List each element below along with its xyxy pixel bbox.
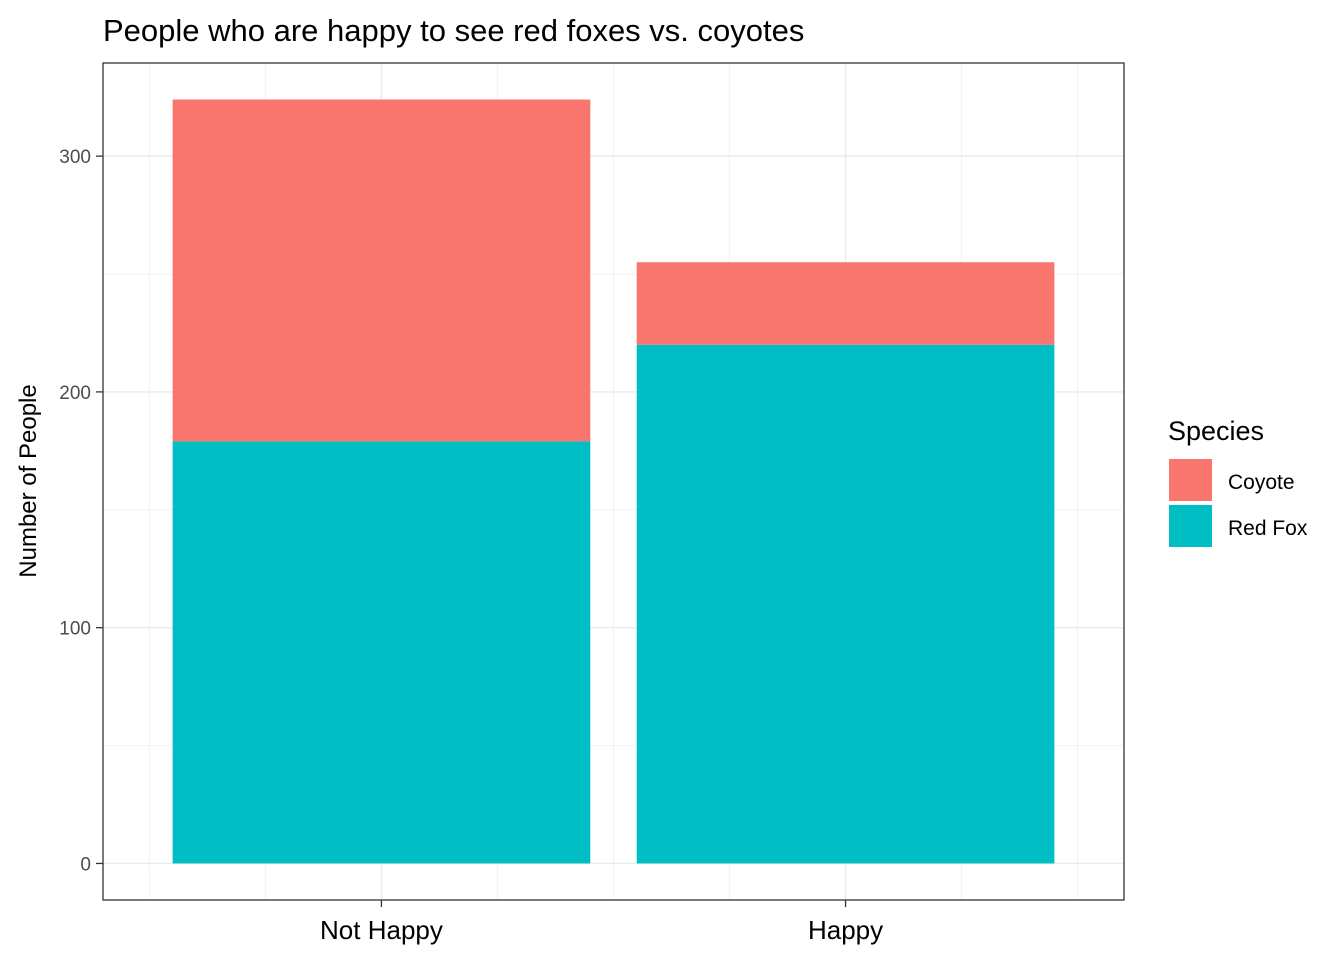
x-axis: Not Happy Happy	[320, 900, 883, 945]
bar-red-fox-not-happy	[172, 441, 591, 864]
legend-title: Species	[1168, 416, 1264, 446]
legend-swatch-coyote	[1169, 459, 1212, 501]
legend-label-coyote: Coyote	[1228, 471, 1295, 494]
bar-coyote-not-happy	[172, 99, 591, 442]
x-tick-label: Happy	[808, 915, 883, 945]
bars	[172, 99, 1055, 864]
y-tick-label: 300	[59, 147, 91, 168]
legend-label-red-fox: Red Fox	[1228, 517, 1308, 540]
y-axis-title: Number of People	[15, 384, 42, 577]
y-tick-label: 100	[59, 619, 91, 640]
y-tick-label: 0	[80, 854, 91, 875]
y-axis: 0 100 200 300	[59, 147, 103, 875]
y-tick-label: 200	[59, 383, 91, 404]
bar-red-fox-happy	[636, 344, 1055, 864]
x-tick-label: Not Happy	[320, 915, 443, 945]
chart-title: People who are happy to see red foxes vs…	[103, 13, 804, 48]
plot-border	[102, 62, 1125, 901]
legend-swatch-red-fox	[1169, 505, 1212, 547]
bar-coyote-happy	[636, 262, 1055, 345]
legend: Species Coyote Red Fox	[1168, 416, 1308, 547]
